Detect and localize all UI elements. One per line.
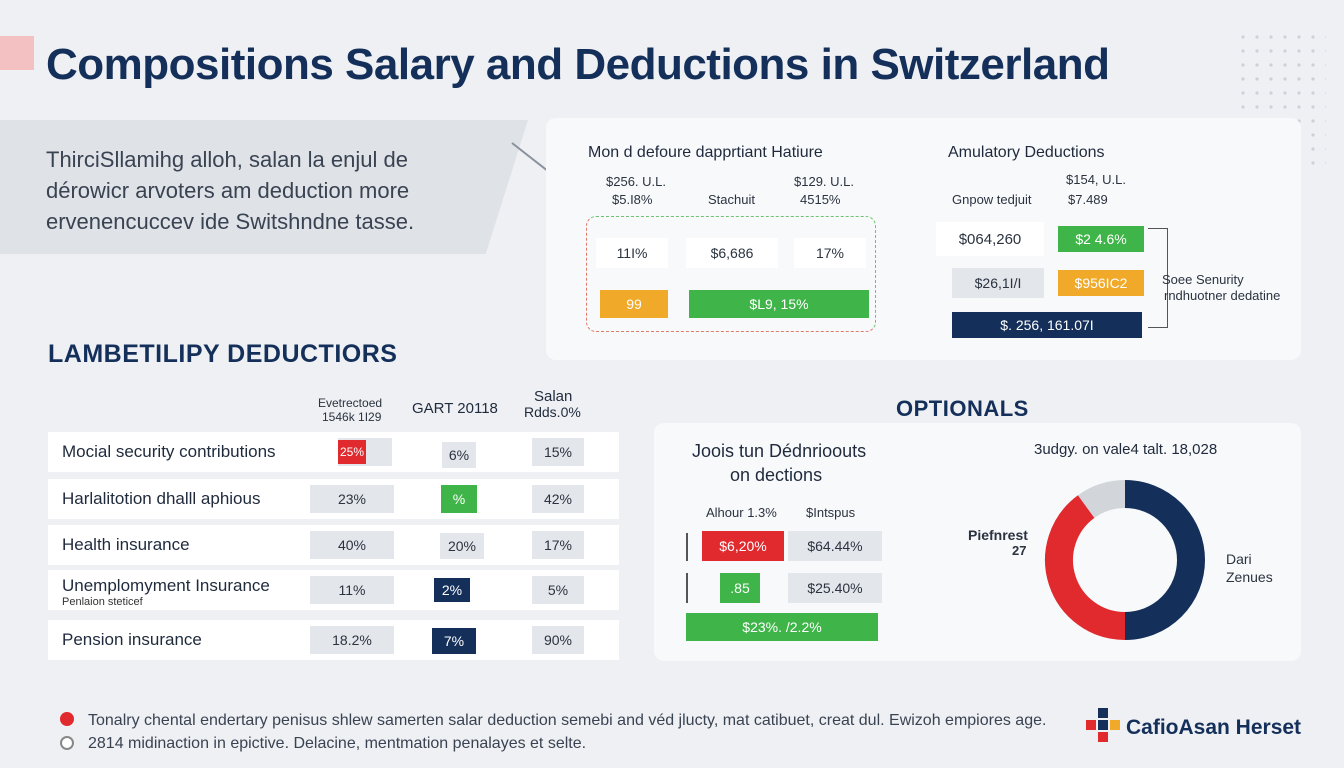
row-label: Mocial security contributions <box>62 442 276 461</box>
decorative-red-tab <box>0 36 34 70</box>
row-value-2: % <box>441 485 477 513</box>
panel-right-title: Amulatory Deductions <box>948 144 1105 161</box>
optionals-col2-header: $Intspus <box>806 505 856 520</box>
panel-left-col1-bottom: $5.I8% <box>612 192 653 207</box>
panel-left-title: Mon d defoure dapprtiant Hatiure <box>588 144 823 161</box>
optionals-r2-b: $25.40% <box>788 573 882 603</box>
brand-logo-icon <box>1086 708 1120 742</box>
donut-right-label-line-2: Zenues <box>1226 569 1273 585</box>
donut-left-label-line-1: Piefnrest <box>968 527 1028 543</box>
row-value-2: 20% <box>440 533 484 559</box>
panel-right-top-value-2: $7.489 <box>1068 192 1108 207</box>
panel-left-green-bar: $L9, 15% <box>689 290 869 318</box>
intro-line-1: ThirciSllamihg alloh, salan la enjul de <box>46 147 408 172</box>
panel-left-frame <box>586 216 876 332</box>
intro-line-2: dérowicr arvoters am deduction more <box>46 178 410 203</box>
footer-note-2: 2814 midinaction in epictive. Delacine, … <box>88 735 587 752</box>
row-sublabel: Penlaion steticef <box>62 596 143 608</box>
table-row: Unemplomyment Insurance Penlaion stetice… <box>48 570 619 610</box>
donut-segment-2 <box>1077 480 1126 519</box>
table-row: Health insurance 40% 20% 17% <box>48 525 619 565</box>
donut-segment-1 <box>1045 495 1126 640</box>
row-value-3: 15% <box>532 438 584 466</box>
optionals-r1-a: $6,20% <box>702 531 784 561</box>
row-label: Pension insurance <box>62 630 202 649</box>
table-row: Mocial security contributions 25% 6% 15% <box>48 432 619 472</box>
panel-left-col3-top: $129. U.L. <box>794 174 854 189</box>
panel-left-box-3: 17% <box>794 238 866 268</box>
panel-right-note-line-1: Soee Senurity <box>1162 272 1244 287</box>
optionals-r1-b: $64.44% <box>788 531 882 561</box>
intro-line-3: ervenencuccev ide Switshndne tasse. <box>46 209 415 234</box>
optionals-r2-a: .85 <box>720 573 760 603</box>
panel-left-box-1: 11I% <box>596 238 668 268</box>
panel-left-box-2: $6,686 <box>686 238 778 268</box>
row-label: Unemplomyment Insurance <box>62 576 270 595</box>
row-value-1: 23% <box>310 485 394 513</box>
row-value-1: 25% <box>338 440 366 464</box>
table-row: Pension insurance 18.2% 7% 90% <box>48 620 619 660</box>
mandatory-section-title: LAMBETILIPY DEDUCTIORS <box>48 340 398 368</box>
row-value-3: 5% <box>532 576 584 604</box>
optionals-bracket-2 <box>686 573 688 603</box>
donut-right-label-line-1: Dari <box>1226 551 1252 567</box>
optionals-section-title: OPTIONALS <box>896 396 1029 421</box>
row-value-1: 11% <box>310 576 394 604</box>
panel-left-orange-bar: 99 <box>600 290 668 318</box>
row-label: Health insurance <box>62 535 190 554</box>
row-label: Harlalitotion dhalll aphious <box>62 489 261 508</box>
intro-text: ThirciSllamihg alloh, salan la enjul de … <box>46 144 496 237</box>
optionals-panel-title-line-2: on dections <box>730 465 823 485</box>
row-value-3: 42% <box>532 485 584 513</box>
panel-right-box-2: $26,1I/I <box>952 268 1044 298</box>
top-deductions-card: Mon d defoure dapprtiant Hatiure $256. U… <box>546 118 1301 360</box>
optionals-col1-header: Alhour 1.3% <box>706 505 777 520</box>
legend-empty-dot <box>60 736 74 750</box>
panel-right-label: Gnpow tedjuit <box>952 192 1032 207</box>
col-header-3-line-2: Rdds.0% <box>524 404 581 420</box>
donut-chart <box>1045 480 1205 640</box>
panel-right-box-1: $064,260 <box>936 222 1044 256</box>
col-header-1-line-1: Evetrectoed <box>318 396 383 410</box>
pointer-line <box>511 142 549 173</box>
page-title: Compositions Salary and Deductions in Sw… <box>46 40 1110 89</box>
col-header-3-line-1: Salan <box>534 388 573 405</box>
panel-right-bracket <box>1148 228 1168 328</box>
optionals-panel-title-line-1: Joois tun Dédnrioouts <box>692 441 867 461</box>
row-value-1: 40% <box>310 531 394 559</box>
footer-note-1: Tonalry chental endertary penisus shlew … <box>88 712 1047 729</box>
panel-right-navy-bar: $. 256, 161.07I <box>952 312 1142 338</box>
panel-right-top-value-1: $154, U.L. <box>1066 172 1126 187</box>
panel-right-note-line-2: rndhuotner dedatine <box>1164 288 1281 303</box>
row-value-2: 7% <box>432 628 476 654</box>
row-value-3: 90% <box>532 626 584 654</box>
col-header-2: GART 20118 <box>412 400 498 417</box>
panel-left-col3-bottom: 4515% <box>800 192 841 207</box>
optionals-card: Joois tun Dédnrioouts on dections Alhour… <box>654 423 1301 661</box>
optionals-bracket-1 <box>686 533 688 561</box>
row-value-3: 17% <box>532 531 584 559</box>
donut-segment-0 <box>1124 480 1205 640</box>
panel-right-badge-1: $2 4.6% <box>1058 226 1144 252</box>
legend-red-dot <box>60 712 74 726</box>
row-value-2: 6% <box>442 442 476 468</box>
donut-left-label-line-2: 27 <box>1012 543 1027 558</box>
table-row: Harlalitotion dhalll aphious 23% % 42% <box>48 479 619 519</box>
row-value-2: 2% <box>434 578 470 602</box>
row-value-1: 18.2% <box>310 626 394 654</box>
donut-title: 3udgy. on vale4 talt. 18,028 <box>1034 441 1218 458</box>
panel-left-col2: Stachuit <box>708 192 755 207</box>
brand-name: CafioAsan Herset <box>1126 716 1302 739</box>
panel-right-badge-2: $956IC2 <box>1058 270 1144 296</box>
optionals-green-bar: $23%. /2.2% <box>686 613 878 641</box>
intro-banner-background <box>0 120 528 254</box>
col-header-1-line-2: 1546k 1I29 <box>322 410 382 424</box>
panel-left-col1-top: $256. U.L. <box>606 174 666 189</box>
